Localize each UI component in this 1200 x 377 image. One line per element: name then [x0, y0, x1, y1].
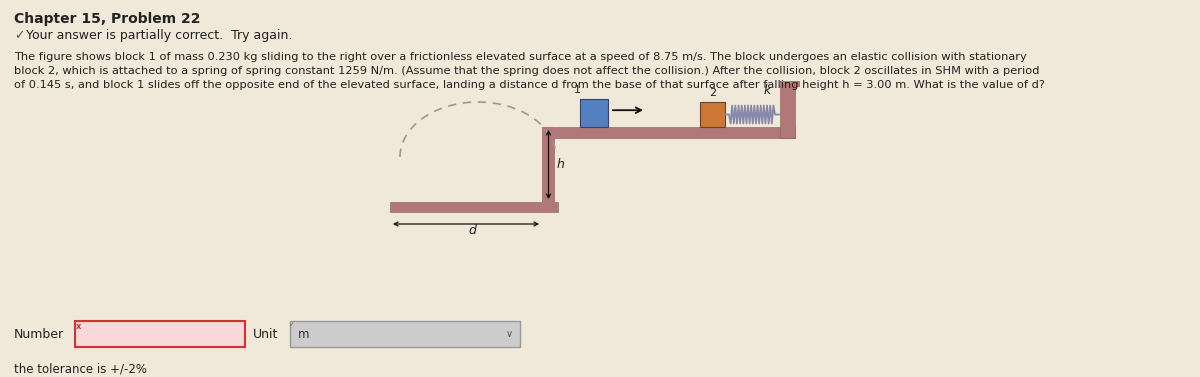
- Bar: [580, 99, 608, 127]
- Text: the tolerance is +/-2%: the tolerance is +/-2%: [14, 363, 148, 376]
- Text: 1: 1: [574, 85, 581, 95]
- Bar: [390, 202, 558, 212]
- Text: of 0.145 s, and block 1 slides off the opposite end of the elevated surface, lan: of 0.145 s, and block 1 slides off the o…: [14, 80, 1045, 90]
- Text: block 2, which is attached to a spring of spring constant 1259 N/m. (Assume that: block 2, which is attached to a spring o…: [14, 66, 1039, 76]
- Bar: [554, 127, 796, 138]
- Text: m: m: [298, 328, 310, 340]
- Text: Unit: Unit: [253, 328, 278, 340]
- Bar: [290, 321, 520, 347]
- Text: h: h: [557, 158, 564, 171]
- Bar: [780, 81, 800, 87]
- Text: The figure shows block 1 of mass 0.230 kg sliding to the right over a frictionle: The figure shows block 1 of mass 0.230 k…: [14, 52, 1027, 62]
- Text: Chapter 15, Problem 22: Chapter 15, Problem 22: [14, 12, 200, 26]
- Text: x: x: [76, 322, 82, 331]
- Text: d: d: [468, 224, 476, 237]
- Text: Your answer is partially correct.  Try again.: Your answer is partially correct. Try ag…: [26, 29, 293, 42]
- Text: ∨: ∨: [506, 329, 514, 339]
- Text: ✓: ✓: [289, 322, 295, 328]
- Bar: [780, 82, 796, 138]
- Bar: [74, 321, 245, 347]
- Text: Number: Number: [14, 328, 64, 340]
- Bar: [542, 127, 554, 212]
- Bar: [700, 102, 725, 127]
- Text: 2: 2: [709, 88, 716, 98]
- Text: ✓: ✓: [14, 29, 24, 42]
- Text: k: k: [763, 83, 770, 97]
